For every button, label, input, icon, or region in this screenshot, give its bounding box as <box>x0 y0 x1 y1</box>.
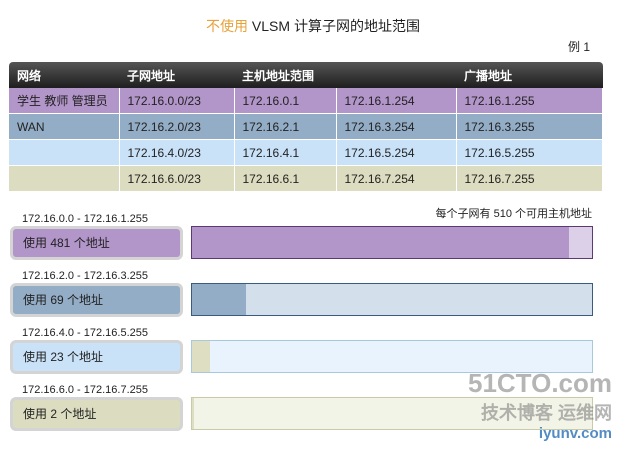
header-host-range-end <box>336 62 456 88</box>
table-cell: 172.16.4.1 <box>234 139 337 166</box>
usage-bar <box>191 226 593 259</box>
table-row: 172.16.6.0/23 172.16.6.1 172.16.7.254 172.1… <box>9 165 603 192</box>
table-row: 172.16.4.0/23 172.16.4.1 172.16.5.254 172.1… <box>9 139 603 166</box>
table-cell: 172.16.6.0/23 <box>119 165 235 192</box>
usage-bar-fill <box>192 398 194 429</box>
usage-bar <box>191 340 593 373</box>
table-cell: 172.16.3.255 <box>456 113 603 140</box>
usage-bar <box>191 283 593 316</box>
page-title: 不使用 VLSM 计算子网的地址范围 <box>206 18 420 34</box>
header-broadcast: 广播地址 <box>456 62 603 88</box>
table-row: 学生 教师 管理员 172.16.0.0/23 172.16.0.1 172.16.1… <box>9 88 603 114</box>
table-cell: 172.16.2.1 <box>234 113 337 140</box>
table-cell <box>9 165 120 192</box>
table-cell: 172.16.2.0/23 <box>119 113 235 140</box>
usage-bar-fill <box>192 341 210 372</box>
table-cell: 172.16.7.255 <box>456 165 603 192</box>
table-cell: 172.16.5.255 <box>456 139 603 166</box>
header-subnet: 子网地址 <box>119 62 234 88</box>
table-cell: 172.16.7.254 <box>336 165 457 192</box>
table-cell: 172.16.1.255 <box>456 88 603 114</box>
table-cell: WAN <box>9 113 120 140</box>
watermark: 51CTO.com 技术博客 运维网 iyunv.com <box>467 368 612 442</box>
hosts-note: 每个子网有 510 个可用主机地址 <box>435 208 592 220</box>
header-network: 网络 <box>9 62 119 88</box>
table-cell: 172.16.5.254 <box>336 139 457 166</box>
table-row: WAN 172.16.2.0/23 172.16.2.1 172.16.3.254 17… <box>9 113 603 140</box>
usage-block: 172.16.6.0 - 172.16.7.255 使用 2 个地址 <box>0 384 626 454</box>
usage-bar <box>191 397 593 430</box>
usage-block: 172.16.4.0 - 172.16.5.255 使用 23 个地址 <box>0 327 626 397</box>
address-range: 172.16.0.0 - 172.16.1.255 <box>22 213 148 225</box>
table-cell: 学生 教师 管理员 <box>9 88 120 114</box>
usage-label: 使用 23 个地址 <box>10 340 183 374</box>
subnet-table: 网络 子网地址 主机地址范围 广播地址 学生 教师 管理员 172.16.0.0/… <box>9 62 603 192</box>
table-cell: 172.16.6.1 <box>234 165 337 192</box>
address-range: 172.16.2.0 - 172.16.3.255 <box>22 270 148 282</box>
usage-block: 172.16.2.0 - 172.16.3.255 使用 69 个地址 <box>0 270 626 340</box>
table-cell <box>9 139 120 166</box>
table-cell: 172.16.3.254 <box>336 113 457 140</box>
usage-label: 使用 69 个地址 <box>10 283 183 317</box>
header-host-range: 主机地址范围 <box>234 62 336 88</box>
usage-block: 172.16.0.0 - 172.16.1.255 使用 481 个地址 <box>0 213 626 283</box>
address-range: 172.16.6.0 - 172.16.7.255 <box>22 384 148 396</box>
table-cell: 172.16.4.0/23 <box>119 139 235 166</box>
usage-label: 使用 481 个地址 <box>10 226 183 260</box>
table-cell: 172.16.1.254 <box>336 88 457 114</box>
usage-label: 使用 2 个地址 <box>10 397 183 431</box>
table-cell: 172.16.0.1 <box>234 88 337 114</box>
usage-bar-fill <box>192 284 246 315</box>
table-cell: 172.16.0.0/23 <box>119 88 235 114</box>
usage-bar-fill <box>192 227 570 258</box>
address-range: 172.16.4.0 - 172.16.5.255 <box>22 327 148 339</box>
example-label: 例 1 <box>567 40 590 54</box>
